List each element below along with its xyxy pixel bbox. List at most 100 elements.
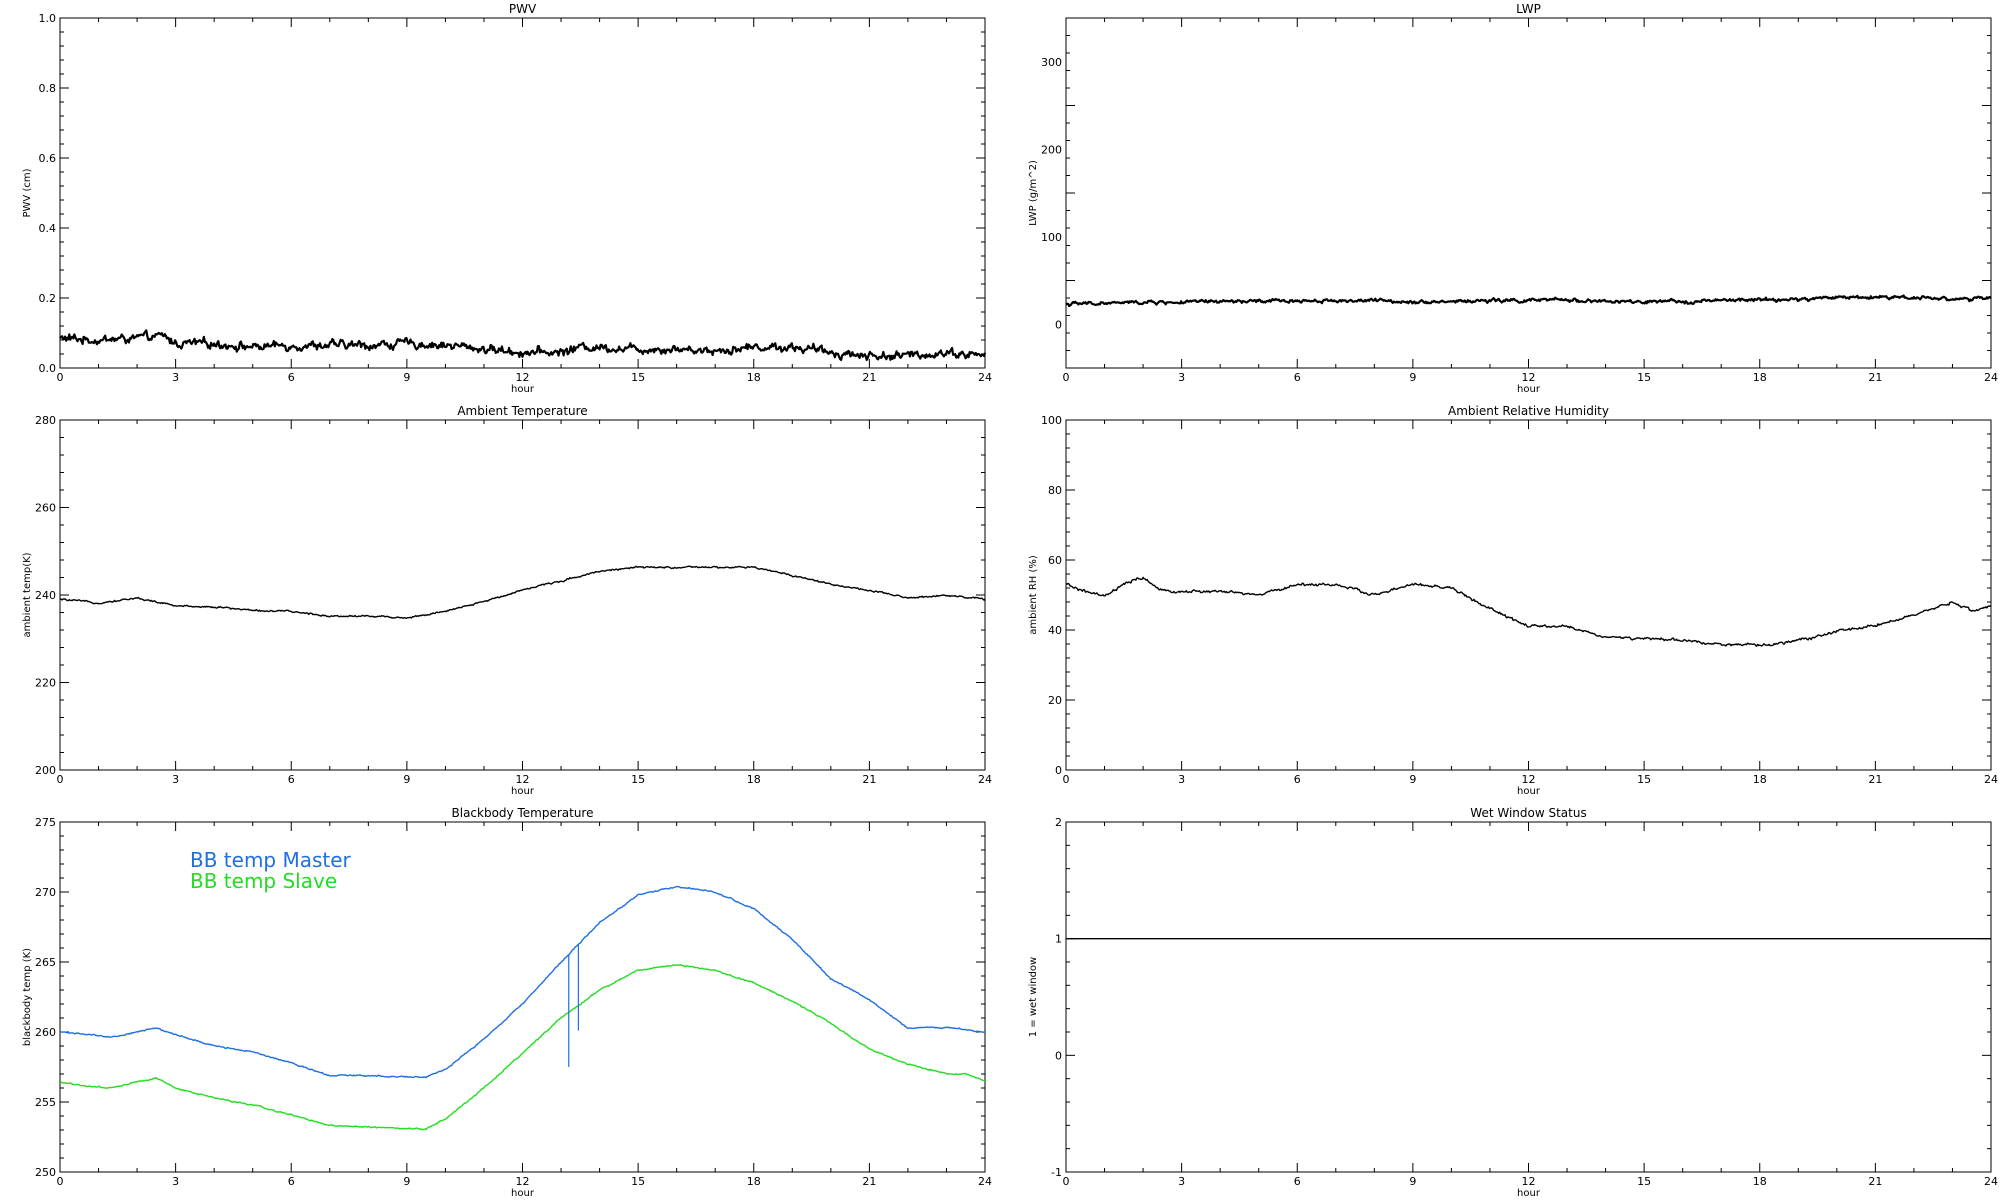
x-tick-label: 0 bbox=[1063, 1175, 1070, 1188]
x-tick-label: 3 bbox=[172, 371, 179, 384]
x-tick-label: 24 bbox=[978, 371, 992, 384]
y-tick-label: 40 bbox=[1048, 624, 1062, 637]
x-tick-label: 9 bbox=[403, 773, 410, 786]
x-tick-label: 6 bbox=[1294, 773, 1301, 786]
x-tick-label: 21 bbox=[862, 371, 876, 384]
y-tick-label: 20 bbox=[1048, 694, 1062, 707]
x-tick-label: 21 bbox=[1868, 371, 1882, 384]
x-axis-label: hour bbox=[1517, 786, 1541, 797]
series-line-1 bbox=[59, 329, 987, 361]
x-axis-label: hour bbox=[511, 786, 535, 797]
y-axis-label: 1 = wet window bbox=[1028, 957, 1039, 1037]
legend-entry: BB temp Slave bbox=[190, 869, 337, 893]
y-axis-label: LWP (g/m^2) bbox=[1028, 160, 1039, 226]
x-tick-label: 3 bbox=[1178, 371, 1185, 384]
y-tick-label: 0 bbox=[1055, 764, 1062, 777]
x-tick-label: 15 bbox=[1637, 371, 1651, 384]
y-tick-label: 100 bbox=[1041, 231, 1062, 244]
x-tick-label: 6 bbox=[288, 1175, 295, 1188]
chart-panel-5: Blackbody Temperature 0 3 6 9 12 15 18 21 24 hour 2… bbox=[22, 806, 992, 1199]
x-tick-label: 21 bbox=[862, 773, 876, 786]
x-tick-label: 9 bbox=[1409, 1175, 1416, 1188]
x-tick-label: 0 bbox=[57, 773, 64, 786]
y-tick-label: 255 bbox=[35, 1096, 56, 1109]
plot-frame bbox=[59, 17, 986, 369]
y-tick-label: 270 bbox=[35, 886, 56, 899]
y-tick-label: 260 bbox=[35, 1026, 56, 1039]
y-axis-label: ambient temp(K) bbox=[22, 552, 33, 637]
chart-panel-2: LWP 0 3 6 9 12 15 18 21 24 hour 0 100 200 300 LWP (g/m^… bbox=[1028, 2, 1998, 395]
series-line-bb-temp-slave bbox=[59, 964, 986, 1131]
y-tick-label: 1.0 bbox=[39, 12, 57, 25]
x-tick-label: 18 bbox=[747, 773, 761, 786]
y-tick-label: 240 bbox=[35, 589, 56, 602]
x-tick-label: 6 bbox=[288, 371, 295, 384]
x-tick-label: 0 bbox=[57, 371, 64, 384]
y-tick-label: 0.8 bbox=[39, 82, 57, 95]
x-tick-label: 9 bbox=[403, 1175, 410, 1188]
x-tick-label: 18 bbox=[747, 371, 761, 384]
x-tick-label: 18 bbox=[1753, 371, 1767, 384]
x-tick-label: 12 bbox=[516, 1175, 530, 1188]
chart-title: Blackbody Temperature bbox=[452, 806, 594, 820]
x-tick-label: 18 bbox=[1753, 1175, 1767, 1188]
chart-title: Ambient Temperature bbox=[457, 404, 587, 418]
chart-panel-3: Ambient Temperature 0 3 6 9 12 15 18 21 24 hour 200… bbox=[22, 404, 992, 797]
plot-frame bbox=[1065, 419, 1992, 771]
x-tick-label: 9 bbox=[1409, 773, 1416, 786]
y-tick-label: 0.2 bbox=[39, 292, 57, 305]
y-tick-label: 220 bbox=[35, 677, 56, 690]
y-tick-label: 300 bbox=[1041, 56, 1062, 69]
y-axis-label: PWV (cm) bbox=[22, 168, 33, 217]
y-tick-label: 0.0 bbox=[39, 362, 57, 375]
x-tick-label: 24 bbox=[1984, 773, 1998, 786]
y-tick-label: 280 bbox=[35, 414, 56, 427]
x-tick-label: 3 bbox=[1178, 1175, 1185, 1188]
x-tick-label: 24 bbox=[1984, 1175, 1998, 1188]
y-tick-label: 1 bbox=[1055, 933, 1062, 946]
x-tick-label: 24 bbox=[978, 773, 992, 786]
x-tick-label: 24 bbox=[978, 1175, 992, 1188]
x-tick-label: 6 bbox=[1294, 1175, 1301, 1188]
y-tick-label: 0.4 bbox=[39, 222, 57, 235]
y-tick-label: 200 bbox=[35, 764, 56, 777]
x-tick-label: 18 bbox=[1753, 773, 1767, 786]
y-tick-label: 0 bbox=[1055, 318, 1062, 331]
chart-title: Wet Window Status bbox=[1470, 806, 1586, 820]
x-tick-label: 6 bbox=[288, 773, 295, 786]
series-line-1 bbox=[1065, 294, 1992, 308]
y-axis-label: blackbody temp (K) bbox=[22, 948, 33, 1046]
x-tick-label: 15 bbox=[1637, 1175, 1651, 1188]
y-tick-label: 2 bbox=[1055, 816, 1062, 829]
y-tick-label: 0 bbox=[1055, 1049, 1062, 1062]
chart-panel-4: Ambient Relative Humidity 0 3 6 9 12 15 18 21 24 h… bbox=[1028, 404, 1998, 797]
y-tick-label: 200 bbox=[1041, 143, 1062, 156]
x-axis-label: hour bbox=[1517, 384, 1541, 395]
y-tick-label: 260 bbox=[35, 502, 56, 515]
x-tick-label: 15 bbox=[631, 371, 645, 384]
x-tick-label: 3 bbox=[172, 1175, 179, 1188]
x-tick-label: 6 bbox=[1294, 371, 1301, 384]
x-tick-label: 12 bbox=[1522, 371, 1536, 384]
x-tick-label: 0 bbox=[1063, 371, 1070, 384]
x-axis-label: hour bbox=[1517, 1188, 1541, 1199]
y-tick-label: 250 bbox=[35, 1166, 56, 1179]
x-tick-label: 21 bbox=[862, 1175, 876, 1188]
x-tick-label: 12 bbox=[1522, 1175, 1536, 1188]
y-tick-label: -1 bbox=[1051, 1166, 1062, 1179]
x-tick-label: 0 bbox=[57, 1175, 64, 1188]
x-tick-label: 12 bbox=[1522, 773, 1536, 786]
y-tick-label: 60 bbox=[1048, 554, 1062, 567]
x-tick-label: 21 bbox=[1868, 773, 1882, 786]
y-tick-label: 265 bbox=[35, 956, 56, 969]
x-axis-label: hour bbox=[511, 1188, 535, 1199]
plot-frame bbox=[59, 419, 986, 771]
series-line-1 bbox=[1065, 576, 1992, 647]
x-tick-label: 12 bbox=[516, 371, 530, 384]
chart-title: Ambient Relative Humidity bbox=[1448, 404, 1609, 418]
x-tick-label: 0 bbox=[1063, 773, 1070, 786]
y-tick-label: 0.6 bbox=[39, 152, 57, 165]
x-tick-label: 3 bbox=[1178, 773, 1185, 786]
y-tick-label: 80 bbox=[1048, 484, 1062, 497]
